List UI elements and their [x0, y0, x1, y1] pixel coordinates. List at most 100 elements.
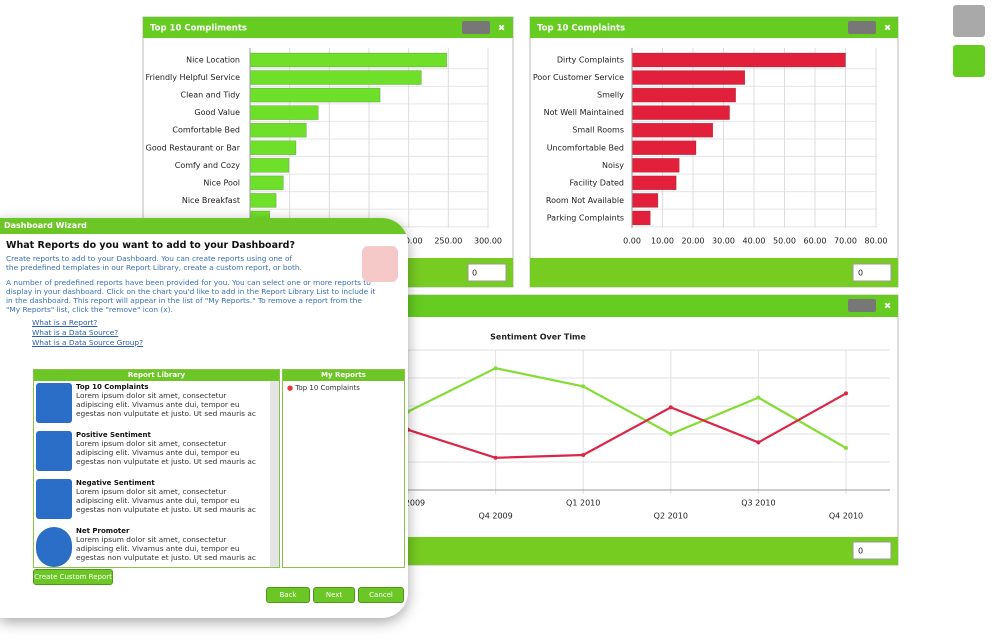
wizard-intro: Create reports to add to your Dashboard.…: [6, 254, 302, 272]
y-tick-label: Clean and Tidy: [180, 91, 240, 100]
report-title[interactable]: Top 10 Complaints: [76, 383, 149, 391]
bar: [249, 193, 277, 208]
point: [844, 446, 848, 450]
y-tick-label: Small Rooms: [572, 126, 624, 135]
spinner-value[interactable]: 0: [858, 269, 863, 278]
point: [581, 384, 586, 389]
x-tick-label: 0.00: [623, 237, 641, 246]
x-tick-label: 70.00: [834, 237, 857, 246]
create-button[interactable]: Create Custom Report: [33, 569, 113, 585]
x-tick-label: Q2 2010: [654, 512, 688, 521]
x-tick-label: 10.00: [651, 237, 674, 246]
point: [581, 453, 586, 457]
bar: [631, 105, 730, 120]
color-swatch[interactable]: [953, 5, 985, 37]
report-item[interactable]: Top 10 Complaints Lorem ipsum dolor sit a…: [36, 383, 277, 429]
next-button[interactable]: Next: [313, 587, 355, 603]
x-tick-label: Q3 2009: [391, 499, 425, 508]
bar: [631, 70, 746, 85]
my-report-title: Top 10 Complaints: [295, 384, 360, 392]
bar: [249, 122, 307, 138]
point: [493, 455, 498, 460]
spinner-value[interactable]: 0: [472, 269, 477, 278]
x-tick-label: 30.00: [712, 237, 735, 246]
y-tick-label: Comfy and Cozy: [175, 161, 241, 170]
close-button[interactable]: ✖: [884, 24, 891, 34]
x-tick-label: Q3 2010: [741, 499, 775, 508]
back-button[interactable]: Back: [266, 587, 310, 603]
report-item[interactable]: Positive Sentiment Lorem ipsum dolor sit …: [36, 431, 277, 477]
bar: [631, 52, 846, 68]
y-tick-label: Parking Complaints: [547, 213, 624, 222]
report-item[interactable]: Net Promoter Lorem ipsum dolor sit amet, …: [36, 527, 277, 573]
help-link[interactable]: What is a Data Source Group?: [32, 338, 144, 347]
cancel-button[interactable]: Cancel: [358, 587, 404, 603]
x-tick-label: 200.00: [395, 237, 423, 246]
series-line: [407, 392, 847, 459]
panel-title: Top 10 Complaints: [537, 24, 625, 34]
wizard-title: Dashboard Wizard: [0, 218, 408, 234]
report-title[interactable]: Negative Sentiment: [76, 479, 155, 487]
wizard-icon: [362, 246, 398, 282]
spinner[interactable]: [852, 541, 892, 560]
close-button[interactable]: ✖: [884, 302, 891, 312]
menu-button[interactable]: [848, 299, 876, 312]
x-tick-label: Q4 2010: [829, 512, 863, 521]
bar: [631, 87, 736, 103]
y-tick-label: Good Value: [194, 108, 240, 117]
x-tick-label: 300.00: [474, 237, 502, 246]
series-line: [407, 367, 847, 449]
chart-title: Sentiment Over Time: [490, 333, 586, 342]
close-button[interactable]: ✖: [498, 24, 505, 34]
y-tick-label: Nice Breakfast: [182, 196, 240, 205]
bar: [249, 52, 448, 68]
bar: [249, 87, 381, 103]
bar: [631, 175, 677, 191]
y-tick-label: Nice Pool: [203, 178, 240, 187]
my-reports-title: My Reports: [283, 370, 404, 381]
wizard-instructions: A number of predefined reports have been…: [6, 278, 376, 314]
help-link[interactable]: What is a Data Source?: [32, 328, 119, 337]
spinner[interactable]: [467, 263, 507, 282]
bar: [249, 140, 297, 156]
bar: [249, 105, 319, 120]
y-tick-label: Smelly: [597, 91, 624, 100]
x-tick-label: 50.00: [773, 237, 796, 246]
report-item[interactable]: Negative Sentiment Lorem ipsum dolor sit …: [36, 479, 277, 525]
x-tick-label: 250.00: [434, 237, 462, 246]
panel-header: [143, 17, 513, 38]
report-text: Lorem ipsum dolor sit amet, consectetur …: [76, 391, 256, 418]
x-tick-label: Q4 2009: [478, 512, 512, 521]
point: [668, 405, 673, 410]
report-text: Lorem ipsum dolor sit amet, consectetur …: [76, 439, 256, 466]
y-tick-label: Not Well Maintained: [544, 108, 624, 117]
y-tick-label: Noisy: [602, 161, 624, 170]
menu-button[interactable]: [848, 21, 876, 34]
wizard-heading: What Reports do you want to add to your …: [6, 240, 295, 251]
spinner-value[interactable]: 0: [858, 547, 863, 556]
y-tick-label: Room Not Available: [546, 196, 624, 205]
y-tick-label: Uncomfortable Bed: [547, 143, 624, 152]
point: [668, 432, 673, 436]
help-link[interactable]: What is a Report?: [32, 318, 98, 327]
report-library-title: Report Library: [34, 370, 279, 381]
bar: [631, 210, 651, 226]
color-swatch[interactable]: [953, 45, 985, 77]
menu-button[interactable]: [462, 21, 490, 34]
my-report-item[interactable]: ● Top 10 Complaints: [287, 384, 360, 392]
scrollbar[interactable]: [270, 381, 279, 567]
bar: [631, 193, 659, 208]
bar-chart: 0.0050.00100.00150.00200.00250.00300.00N…: [145, 48, 502, 246]
spinner[interactable]: [852, 263, 892, 282]
report-title[interactable]: Net Promoter: [76, 527, 130, 535]
panel-footer: [530, 258, 898, 287]
bar: [249, 175, 284, 191]
report-title[interactable]: Positive Sentiment: [76, 431, 151, 439]
x-tick-label: 40.00: [743, 237, 766, 246]
y-tick-label: Facility Dated: [570, 178, 624, 187]
point: [756, 395, 761, 400]
x-tick-label: 20.00: [682, 237, 705, 246]
y-tick-label: Poor Customer Service: [533, 73, 624, 82]
y-tick-label: Comfortable Bed: [172, 126, 240, 135]
